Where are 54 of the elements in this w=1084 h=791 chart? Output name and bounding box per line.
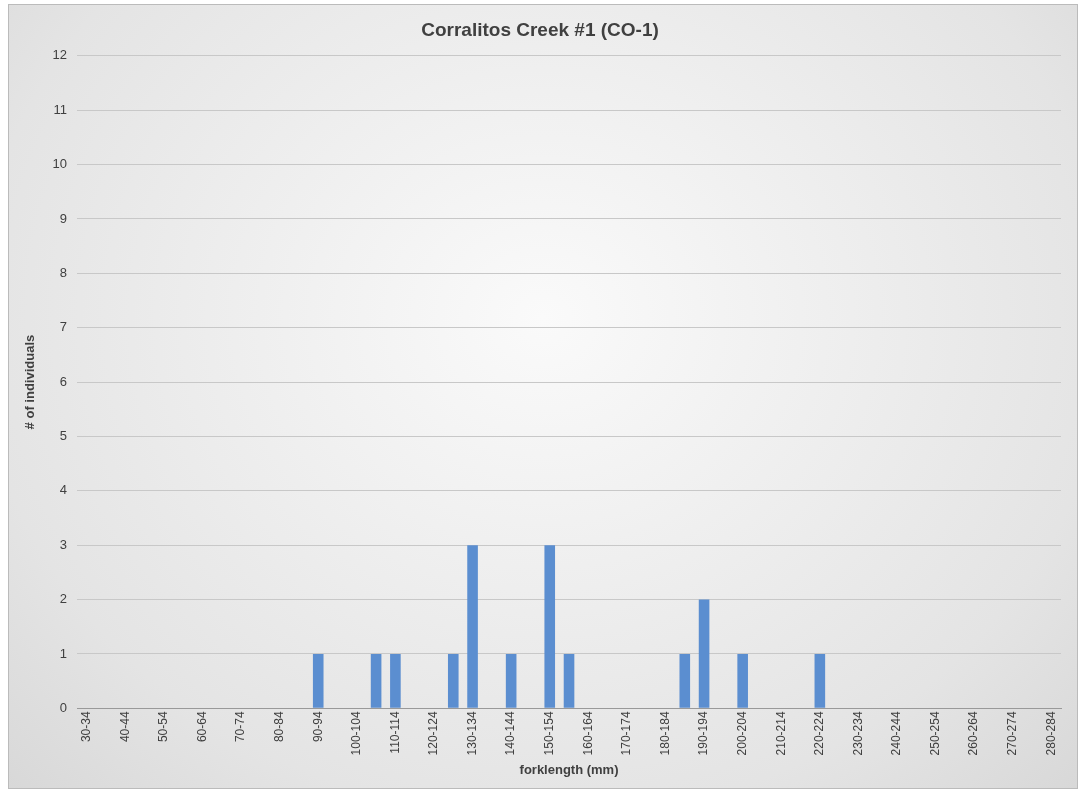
bar [544, 545, 556, 708]
bar [814, 653, 826, 708]
bar [563, 653, 575, 708]
bar [312, 653, 324, 708]
y-tick-label: 0 [59, 699, 68, 715]
x-tick-label: 190-194 [696, 711, 711, 756]
x-tick-label: 180-184 [657, 711, 672, 756]
bar [467, 545, 478, 708]
x-tick-label: 150-154 [542, 711, 557, 756]
x-tick-label: 170-174 [619, 711, 634, 756]
x-tick-label: 120-124 [426, 711, 441, 756]
y-tick-label: 1 [59, 645, 68, 661]
bar [447, 653, 459, 708]
bar [679, 653, 691, 708]
x-tick-label: 80-84 [271, 711, 286, 743]
x-tick-label: 140-144 [503, 711, 518, 756]
y-tick-label: 2 [59, 591, 68, 607]
x-tick-label: 100-104 [349, 711, 364, 756]
x-axis-title: forklength (mm) [519, 761, 619, 777]
y-tick-label: 6 [59, 373, 68, 389]
x-tick-label: 30-34 [79, 711, 94, 743]
bar [370, 653, 382, 708]
x-tick-label: 250-254 [927, 711, 942, 756]
x-tick-label: 230-234 [850, 711, 865, 756]
x-tick-label: 220-224 [812, 711, 827, 756]
x-tick-label: 270-274 [1005, 711, 1020, 756]
x-tick-label: 40-44 [117, 711, 132, 743]
bar [505, 653, 517, 708]
x-tick-label: 200-204 [734, 711, 749, 756]
bar [698, 599, 710, 708]
y-axis-title: # of individuals [22, 334, 38, 430]
x-tick-label: 280-284 [1043, 711, 1058, 756]
y-tick-label: 8 [59, 264, 68, 280]
x-tick-label: 90-94 [310, 711, 325, 743]
bar [737, 653, 748, 708]
x-tick-label: 260-264 [966, 711, 981, 756]
x-tick-label: 110-114 [387, 711, 402, 754]
y-tick-label: 5 [59, 428, 68, 444]
bar [390, 653, 401, 708]
y-tick-label: 9 [59, 210, 68, 226]
x-tick-label: 70-74 [233, 711, 248, 743]
x-tick-label: 240-244 [889, 711, 904, 756]
y-tick-label: 11 [53, 101, 68, 117]
y-tick-label: 4 [59, 482, 68, 498]
x-tick-label: 160-164 [580, 711, 595, 756]
x-tick-label: 60-64 [194, 711, 209, 743]
y-tick-label: 12 [52, 47, 68, 63]
y-tick-label: 3 [59, 536, 68, 552]
x-tick-label: 50-54 [156, 711, 171, 743]
x-tick-label: 210-214 [773, 711, 788, 756]
x-tick-label: 130-134 [464, 711, 479, 756]
chart-title: Corralitos Creek #1 (CO-1) [421, 18, 659, 40]
y-tick-label: 7 [59, 319, 68, 335]
y-tick-label: 10 [52, 156, 68, 172]
